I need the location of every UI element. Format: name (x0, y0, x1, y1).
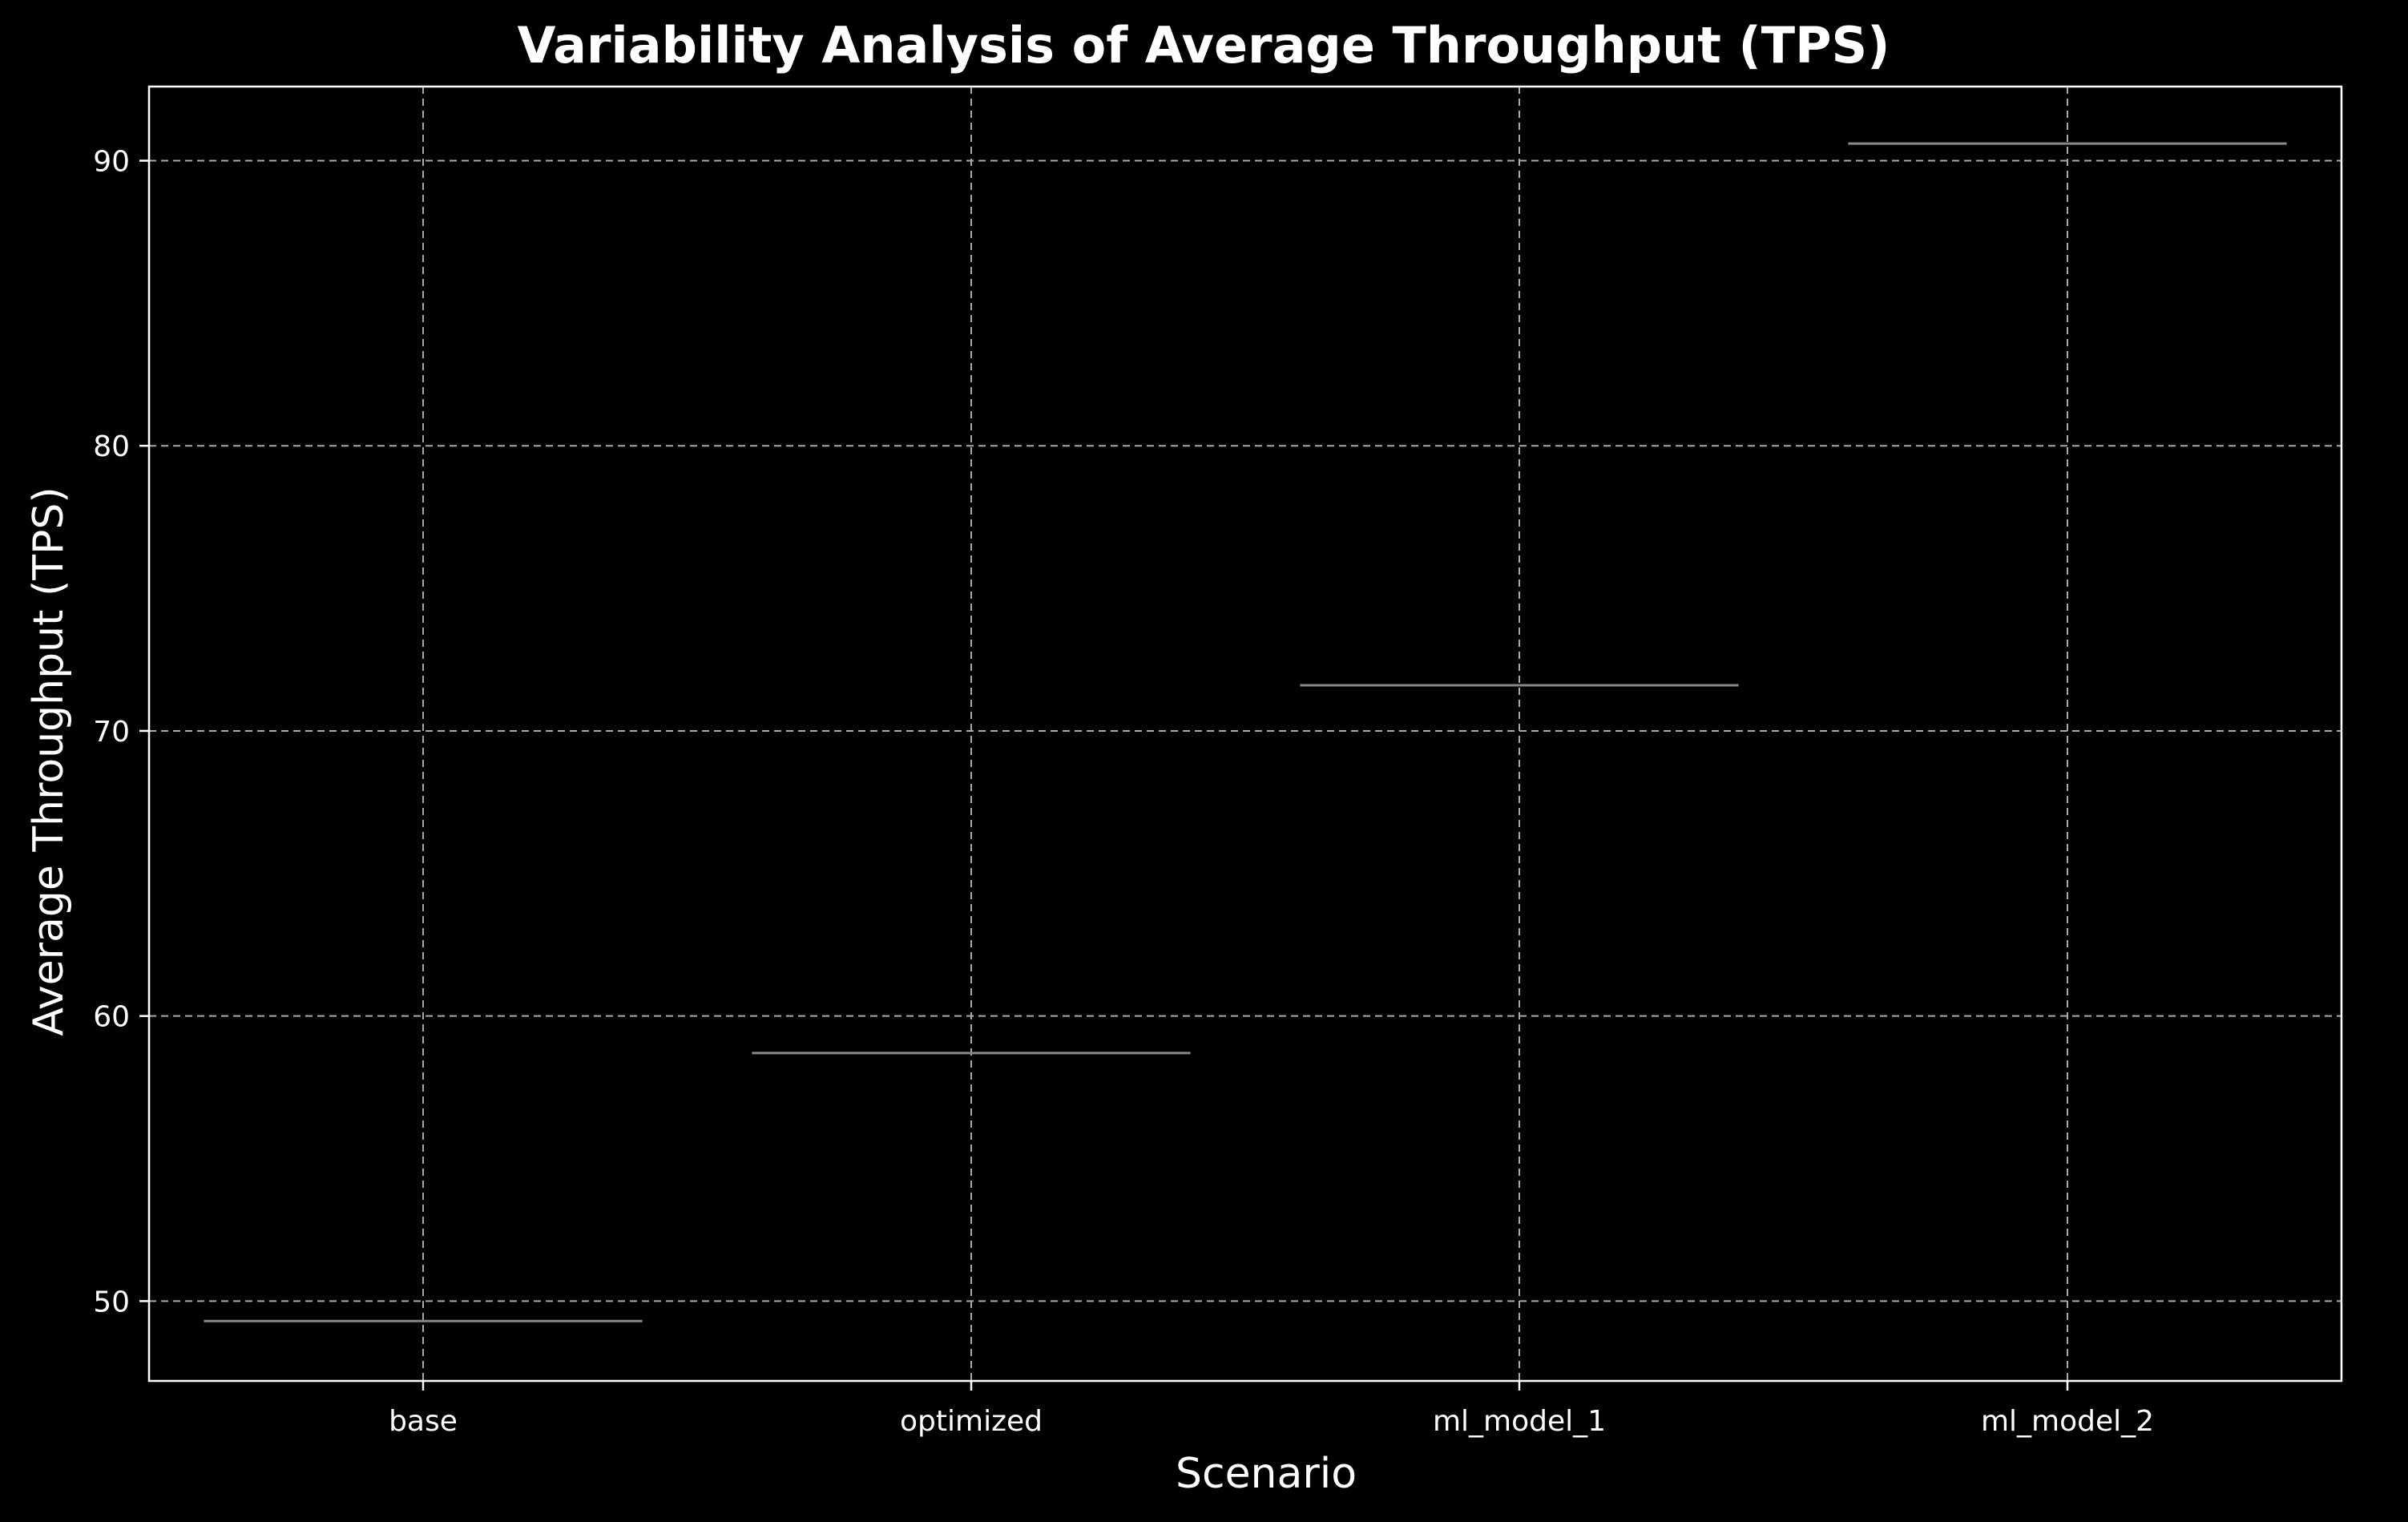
x-tick-label: base (389, 1405, 458, 1438)
y-axis-label: Average Throughput (TPS) (25, 486, 73, 1036)
x-axis-label: Scenario (1176, 1450, 1357, 1498)
y-tick-label: 70 (93, 716, 130, 749)
y-tick-label: 80 (93, 430, 130, 463)
y-tick-label: 50 (93, 1286, 130, 1318)
y-tick-label: 90 (93, 145, 130, 178)
x-axis-ticks: base optimized ml_model_1 ml_model_2 (389, 1381, 2154, 1438)
plot-area-frame (147, 85, 2343, 1383)
chart-title: Variability Analysis of Average Throughp… (517, 16, 1890, 75)
x-tick-label: ml_model_1 (1433, 1405, 1606, 1438)
y-axis-ticks: 50 60 70 80 90 (93, 145, 149, 1318)
x-tick-label: optimized (900, 1405, 1043, 1438)
grid-lines (149, 87, 2341, 1381)
y-tick-label: 60 (93, 1001, 130, 1034)
median-lines (204, 142, 2287, 1322)
x-tick-label: ml_model_2 (1981, 1405, 2154, 1438)
